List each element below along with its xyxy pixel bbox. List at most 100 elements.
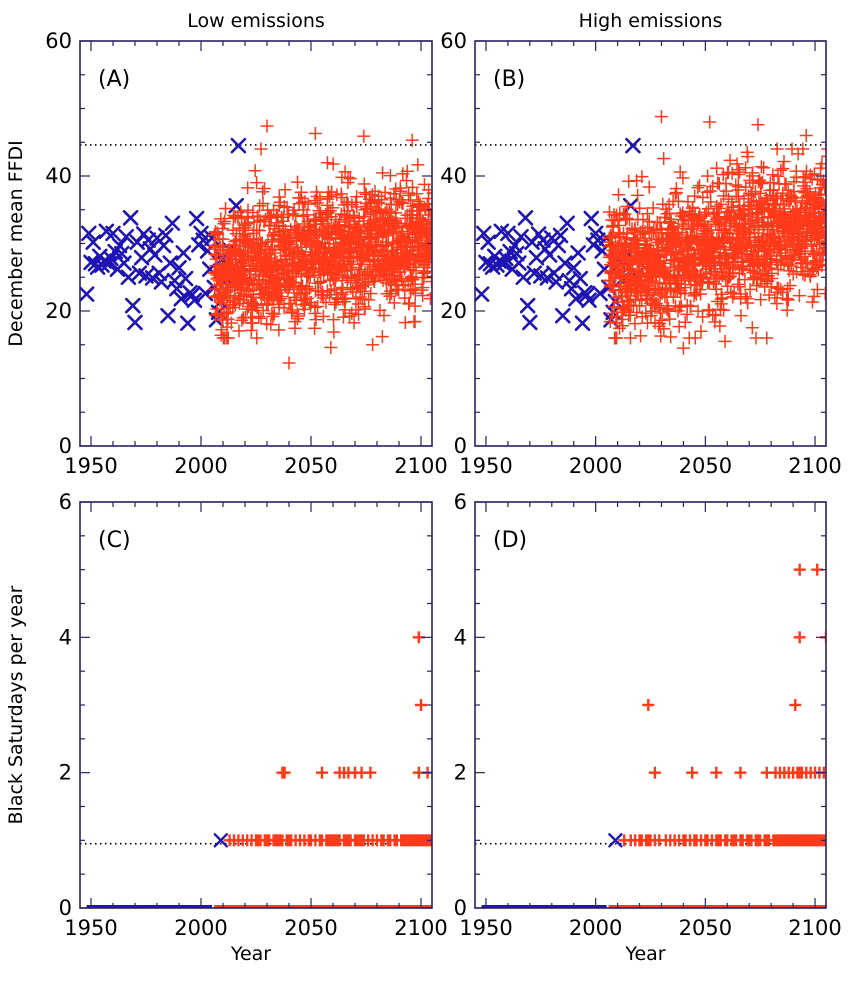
x-tick-label: 2000 bbox=[174, 916, 227, 940]
point-plus-marker bbox=[805, 295, 819, 309]
point-plus-marker bbox=[254, 142, 268, 156]
point-plus-marker bbox=[739, 161, 753, 175]
point-plus-marker bbox=[792, 289, 806, 303]
point-plus-marker bbox=[403, 243, 417, 257]
point-plus-marker bbox=[280, 200, 294, 214]
point-plus-marker bbox=[408, 277, 422, 291]
point-plus-marker bbox=[291, 309, 305, 323]
point-plus-marker bbox=[272, 323, 286, 337]
point-plus-marker bbox=[653, 306, 667, 320]
point-plus-marker bbox=[395, 196, 409, 210]
point-plus-marker bbox=[426, 241, 432, 255]
y-tick-label: 2 bbox=[59, 761, 72, 785]
point-plus-marker bbox=[779, 177, 793, 191]
point-plus-marker bbox=[333, 215, 347, 229]
point-plus-marker bbox=[278, 766, 291, 779]
point-x-marker bbox=[177, 270, 194, 287]
point-x-marker bbox=[125, 297, 141, 314]
point-plus-marker bbox=[798, 249, 812, 263]
plot-area bbox=[481, 563, 826, 908]
point-plus-marker bbox=[751, 118, 765, 132]
point-plus-marker bbox=[282, 356, 296, 370]
point-plus-marker bbox=[731, 277, 745, 291]
point-plus-marker bbox=[623, 331, 637, 345]
point-plus-marker bbox=[285, 306, 299, 320]
point-plus-marker bbox=[731, 163, 745, 177]
point-x-marker bbox=[195, 232, 211, 248]
point-plus-marker bbox=[260, 119, 274, 133]
point-plus-marker bbox=[286, 207, 300, 221]
point-plus-marker bbox=[686, 766, 699, 779]
point-plus-marker bbox=[668, 187, 682, 201]
point-plus-marker bbox=[316, 309, 330, 323]
point-plus-marker bbox=[358, 302, 372, 316]
point-plus-marker bbox=[300, 280, 314, 294]
point-x-marker bbox=[116, 255, 132, 271]
point-plus-marker bbox=[616, 319, 630, 333]
point-plus-marker bbox=[399, 174, 413, 188]
x-tick-label: 2100 bbox=[394, 916, 447, 940]
point-plus-marker bbox=[257, 182, 271, 196]
point-plus-marker bbox=[668, 270, 682, 284]
point-x-marker bbox=[548, 274, 564, 290]
point-plus-marker bbox=[264, 318, 278, 332]
point-plus-marker bbox=[321, 192, 335, 206]
point-plus-marker bbox=[633, 201, 647, 215]
y-tick-label: 20 bbox=[45, 299, 72, 323]
point-plus-marker bbox=[408, 315, 422, 329]
point-plus-marker bbox=[634, 329, 648, 343]
x-tick-label: 1950 bbox=[459, 916, 512, 940]
plot-area bbox=[80, 119, 432, 370]
panel-label: (C) bbox=[98, 528, 131, 553]
panel-label: (D) bbox=[493, 528, 527, 553]
point-plus-marker bbox=[760, 331, 774, 345]
point-plus-marker bbox=[754, 293, 768, 307]
point-plus-marker bbox=[683, 299, 697, 313]
point-plus-marker bbox=[669, 182, 683, 196]
point-plus-marker bbox=[309, 185, 323, 199]
point-x-marker bbox=[565, 259, 582, 276]
point-plus-marker bbox=[788, 191, 802, 205]
point-plus-marker bbox=[701, 276, 715, 290]
point-plus-marker bbox=[426, 269, 432, 283]
point-x-marker bbox=[158, 227, 174, 244]
point-plus-marker bbox=[746, 166, 760, 180]
y-tick-label: 4 bbox=[454, 625, 467, 649]
point-plus-marker bbox=[327, 325, 341, 339]
point-x-marker bbox=[515, 269, 532, 286]
point-plus-marker bbox=[819, 235, 826, 249]
point-plus-marker bbox=[208, 308, 222, 322]
column-title: High emissions bbox=[579, 10, 723, 32]
point-x-marker bbox=[554, 307, 571, 324]
point-plus-marker bbox=[364, 287, 378, 301]
point-plus-marker bbox=[339, 213, 353, 227]
point-plus-marker bbox=[265, 306, 279, 320]
point-plus-marker bbox=[700, 185, 714, 199]
point-plus-marker bbox=[217, 217, 231, 231]
point-plus-marker bbox=[816, 248, 826, 262]
point-plus-marker bbox=[633, 299, 647, 313]
point-plus-marker bbox=[383, 284, 397, 298]
point-plus-marker bbox=[660, 303, 674, 317]
point-plus-marker bbox=[612, 218, 626, 232]
point-x-marker bbox=[500, 225, 516, 242]
series-projected bbox=[602, 110, 826, 355]
point-plus-marker bbox=[694, 324, 708, 338]
point-plus-marker bbox=[753, 173, 767, 187]
point-x-marker bbox=[140, 232, 156, 248]
point-plus-marker bbox=[762, 288, 776, 302]
x-axis-title: Year bbox=[624, 943, 665, 965]
point-plus-marker bbox=[210, 249, 224, 263]
point-x-marker bbox=[475, 286, 490, 302]
point-plus-marker bbox=[383, 169, 397, 183]
point-plus-marker bbox=[615, 267, 629, 281]
panel-d: 1950 2000 2050 2100 0 2 4 6 (D) Year bbox=[454, 490, 842, 965]
point-plus-marker bbox=[427, 238, 432, 240]
point-x-marker bbox=[622, 197, 639, 214]
point-plus-marker bbox=[781, 282, 795, 296]
point-plus-marker bbox=[654, 110, 668, 124]
point-plus-marker bbox=[357, 129, 371, 143]
point-plus-marker bbox=[693, 179, 707, 193]
y-tick-label: 60 bbox=[45, 29, 72, 53]
